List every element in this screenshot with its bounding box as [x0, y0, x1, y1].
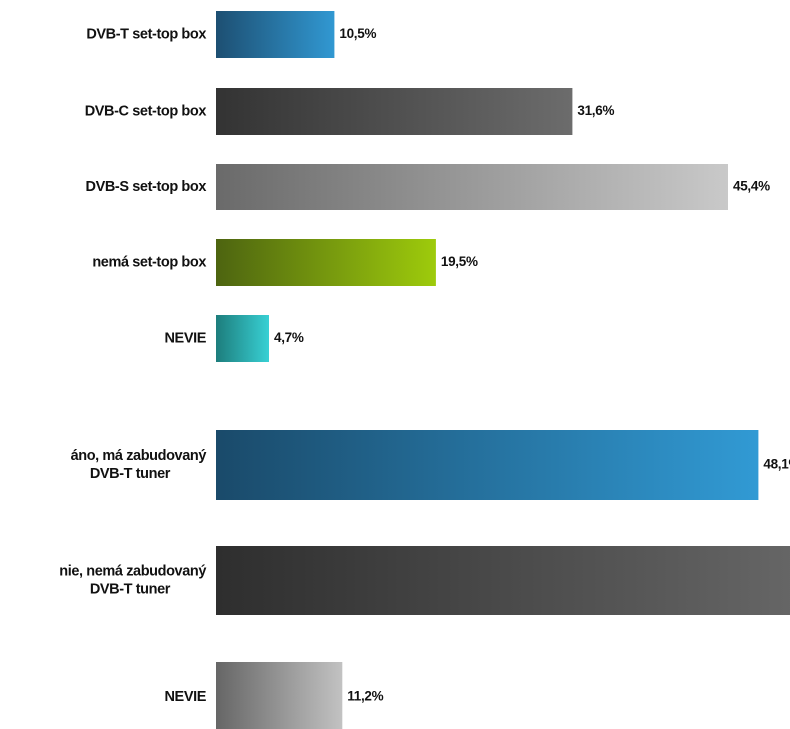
- value-label: 31,6%: [577, 103, 614, 118]
- category-label: nemá set-top box: [92, 254, 206, 270]
- bar-group: nemá set-top box 19,5%: [92, 239, 478, 286]
- bar: [216, 239, 436, 286]
- value-label: 4,7%: [274, 330, 304, 345]
- value-label: 48,1%: [763, 457, 790, 472]
- bar: [216, 88, 573, 135]
- category-label: nie, nemá zabudovaný: [59, 563, 206, 579]
- bar-group: DVB-C set-top box 31,6%: [85, 88, 615, 135]
- category-label: DVB-T set-top box: [86, 26, 206, 42]
- category-label: DVB-S set-top box: [86, 179, 207, 195]
- bars-layer: DVB-T set-top box 10,5% DVB-C set-top box 3…: [59, 11, 790, 729]
- category-label: NEVIE: [164, 330, 206, 346]
- category-label: DVB-T tuner: [90, 581, 171, 597]
- value-label: 10,5%: [339, 26, 376, 41]
- bar: [216, 315, 269, 362]
- bar-group: DVB-T set-top box 10,5%: [86, 11, 377, 58]
- category-label: NEVIE: [164, 689, 206, 705]
- bar-group: DVB-S set-top box 45,4%: [86, 164, 770, 210]
- category-label: DVB-T tuner: [90, 466, 171, 482]
- bar: [216, 662, 343, 729]
- bar-group: NEVIE 4,7%: [164, 315, 304, 362]
- bar-group: áno, má zabudovaný DVB-T tuner 48,1%: [71, 430, 790, 500]
- bar: [216, 546, 790, 615]
- category-label: DVB-C set-top box: [85, 103, 207, 119]
- value-label: 19,5%: [441, 254, 478, 269]
- bar: [216, 430, 759, 500]
- bar: [216, 164, 728, 210]
- category-label: áno, má zabudovaný: [71, 448, 207, 464]
- bar: [216, 11, 335, 58]
- value-label: 45,4%: [733, 179, 770, 194]
- value-label: 11,2%: [347, 689, 383, 704]
- bar-group: NEVIE 11,2%: [164, 662, 384, 729]
